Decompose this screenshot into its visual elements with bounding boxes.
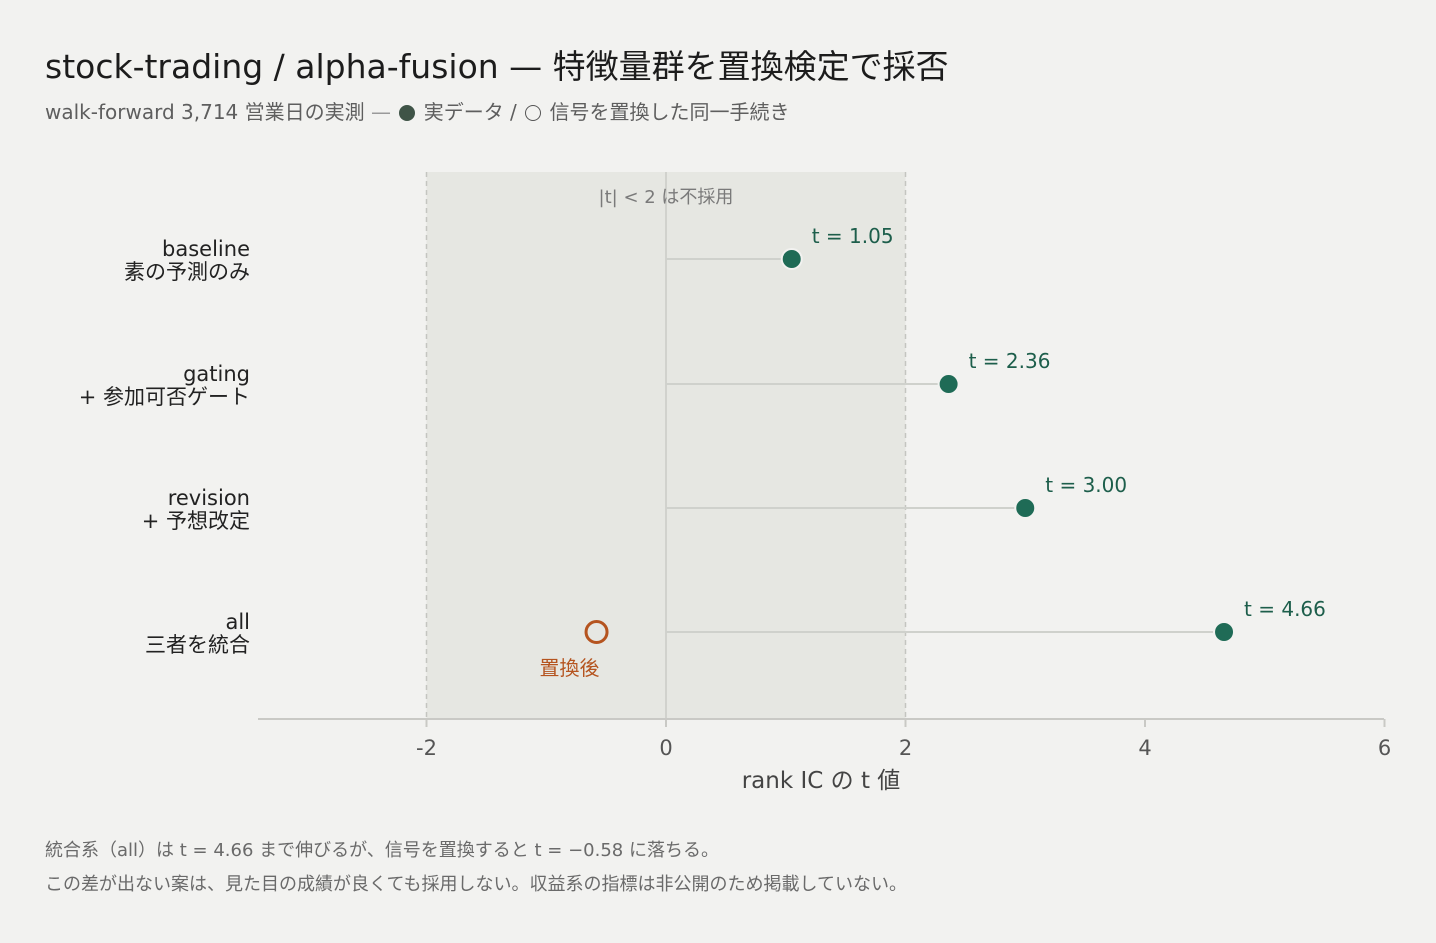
category-desc-baseline: 素の予測のみ: [124, 260, 250, 284]
x-tick-label: -2: [416, 736, 437, 760]
footnote-line-1: 統合系（all）は t = 4.66 まで伸びるが、信号を置換すると t = −…: [45, 840, 719, 861]
x-axis-label: rank IC の t 値: [742, 768, 901, 794]
point-label-all: t = 4.66: [1244, 597, 1326, 621]
legend-real-label: 実データ /: [423, 100, 517, 124]
legend-filled-dot-icon: [399, 105, 416, 121]
point-revision: [1014, 497, 1037, 519]
chart-subtitle: walk-forward 3,714 営業日の実測 — 実データ / 信号を置換…: [45, 96, 790, 125]
category-desc-all: 三者を統合: [145, 633, 250, 657]
reject-band-label: |t| < 2 は不採用: [599, 187, 734, 208]
permuted-point-label: 置換後: [540, 656, 600, 680]
x-tick-label: 0: [659, 736, 672, 760]
chart-title: stock-trading / alpha-fusion — 特徴量群を置換検定…: [45, 47, 949, 86]
subtitle-dash: —: [370, 100, 391, 124]
point-baseline: [780, 248, 803, 270]
point-all: [1213, 621, 1236, 643]
point-gating: [937, 373, 960, 395]
x-tick-label: 6: [1378, 736, 1391, 760]
category-label-all: all: [225, 610, 250, 634]
point-label-baseline: t = 1.05: [812, 224, 894, 248]
category-desc-revision: + 予想改定: [142, 509, 250, 533]
x-tick-label: 2: [899, 736, 912, 760]
x-tick-label: 4: [1138, 736, 1151, 760]
category-label-baseline: baseline: [162, 237, 250, 261]
point-label-gating: t = 2.36: [969, 349, 1051, 373]
footnote-line-2: この差が出ない案は、見た目の成績が良くても採用しない。収益系の指標は非公開のため…: [45, 874, 908, 895]
subtitle-prefix: walk-forward 3,714 営業日の実測: [45, 100, 365, 124]
legend-permuted-label: 信号を置換した同一手続き: [549, 100, 790, 124]
permuted-point-all: [584, 620, 609, 644]
category-label-revision: revision: [168, 486, 250, 510]
category-label-gating: gating: [183, 362, 250, 386]
category-desc-gating: + 参加可否ゲート: [79, 385, 250, 409]
point-label-revision: t = 3.00: [1045, 473, 1127, 497]
legend-open-circle-icon: [525, 105, 542, 121]
t-value-chart: |t| < 2 は不採用 -2 0 2 4 6 rank IC の t 値 baseline素…: [79, 172, 1391, 794]
